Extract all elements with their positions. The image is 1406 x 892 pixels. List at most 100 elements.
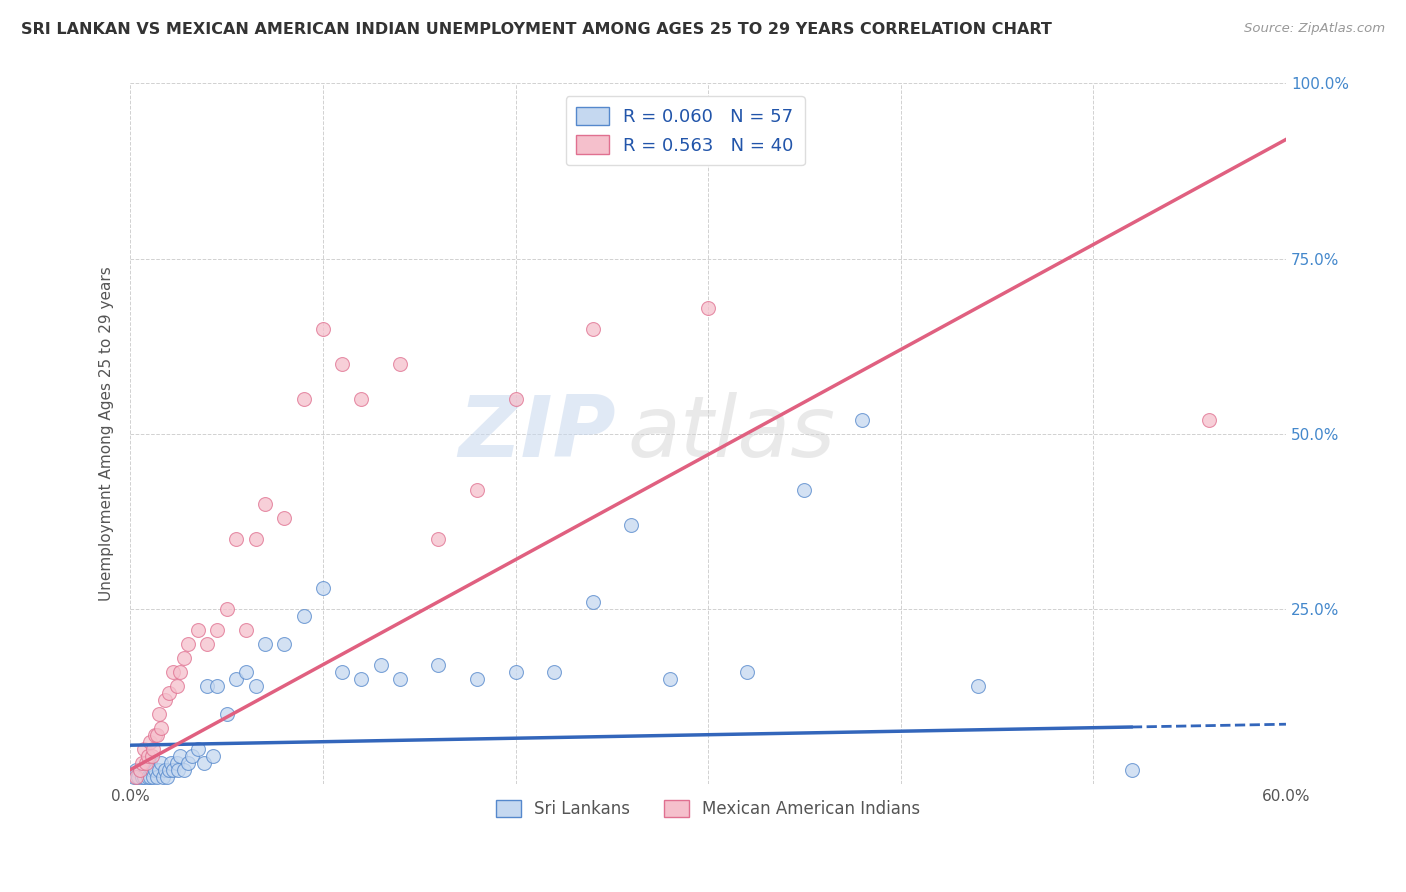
Point — [142, 741, 165, 756]
Point — [388, 357, 411, 371]
Point — [153, 763, 176, 777]
Point — [235, 665, 257, 679]
Point — [132, 741, 155, 756]
Point — [245, 679, 267, 693]
Point — [330, 357, 353, 371]
Point — [142, 770, 165, 784]
Point — [195, 637, 218, 651]
Point — [127, 770, 149, 784]
Point — [177, 756, 200, 770]
Point — [150, 756, 173, 770]
Point — [581, 321, 603, 335]
Point — [148, 706, 170, 721]
Point — [187, 623, 209, 637]
Point — [235, 623, 257, 637]
Point — [145, 728, 167, 742]
Point — [292, 608, 315, 623]
Point — [581, 595, 603, 609]
Point — [169, 748, 191, 763]
Text: ZIP: ZIP — [458, 392, 616, 475]
Point — [1121, 763, 1143, 777]
Point — [135, 756, 157, 770]
Point — [225, 532, 247, 546]
Point — [177, 637, 200, 651]
Point — [125, 770, 148, 784]
Point — [159, 756, 181, 770]
Point — [330, 665, 353, 679]
Legend: Sri Lankans, Mexican American Indians: Sri Lankans, Mexican American Indians — [489, 793, 927, 824]
Point — [312, 321, 335, 335]
Point — [187, 741, 209, 756]
Point — [129, 763, 152, 777]
Point — [254, 497, 277, 511]
Point — [505, 392, 527, 406]
Point — [388, 672, 411, 686]
Point — [122, 770, 145, 784]
Point — [735, 665, 758, 679]
Point — [141, 763, 163, 777]
Text: atlas: atlas — [627, 392, 835, 475]
Point — [195, 679, 218, 693]
Point — [138, 735, 160, 749]
Point — [215, 706, 238, 721]
Text: Source: ZipAtlas.com: Source: ZipAtlas.com — [1244, 22, 1385, 36]
Point — [162, 763, 184, 777]
Point — [427, 532, 450, 546]
Point — [141, 748, 163, 763]
Point — [148, 763, 170, 777]
Point — [427, 657, 450, 672]
Point — [658, 672, 681, 686]
Point — [966, 679, 988, 693]
Point — [273, 637, 295, 651]
Point — [697, 301, 720, 315]
Point — [620, 517, 643, 532]
Point — [157, 686, 180, 700]
Point — [156, 770, 179, 784]
Point — [152, 770, 174, 784]
Point — [350, 392, 373, 406]
Point — [350, 672, 373, 686]
Point — [292, 392, 315, 406]
Point — [793, 483, 815, 497]
Point — [125, 763, 148, 777]
Point — [146, 770, 169, 784]
Point — [173, 763, 195, 777]
Point — [131, 756, 153, 770]
Point — [505, 665, 527, 679]
Point — [370, 657, 392, 672]
Point — [1198, 412, 1220, 426]
Point — [136, 748, 159, 763]
Point — [153, 692, 176, 706]
Point — [851, 412, 873, 426]
Point — [193, 756, 215, 770]
Point — [132, 770, 155, 784]
Point — [181, 748, 204, 763]
Point — [145, 763, 167, 777]
Point — [150, 721, 173, 735]
Point — [543, 665, 565, 679]
Point — [166, 756, 188, 770]
Point — [162, 665, 184, 679]
Point — [205, 623, 228, 637]
Point — [465, 672, 488, 686]
Point — [167, 763, 190, 777]
Point — [225, 672, 247, 686]
Point — [215, 601, 238, 615]
Point — [273, 510, 295, 524]
Point — [138, 756, 160, 770]
Point — [136, 770, 159, 784]
Point — [146, 728, 169, 742]
Y-axis label: Unemployment Among Ages 25 to 29 years: Unemployment Among Ages 25 to 29 years — [100, 266, 114, 601]
Point — [245, 532, 267, 546]
Point — [173, 650, 195, 665]
Point — [138, 770, 160, 784]
Point — [169, 665, 191, 679]
Point — [135, 763, 157, 777]
Point — [312, 581, 335, 595]
Point — [157, 763, 180, 777]
Point — [202, 748, 225, 763]
Point — [254, 637, 277, 651]
Point — [129, 763, 152, 777]
Text: SRI LANKAN VS MEXICAN AMERICAN INDIAN UNEMPLOYMENT AMONG AGES 25 TO 29 YEARS COR: SRI LANKAN VS MEXICAN AMERICAN INDIAN UN… — [21, 22, 1052, 37]
Point — [166, 679, 188, 693]
